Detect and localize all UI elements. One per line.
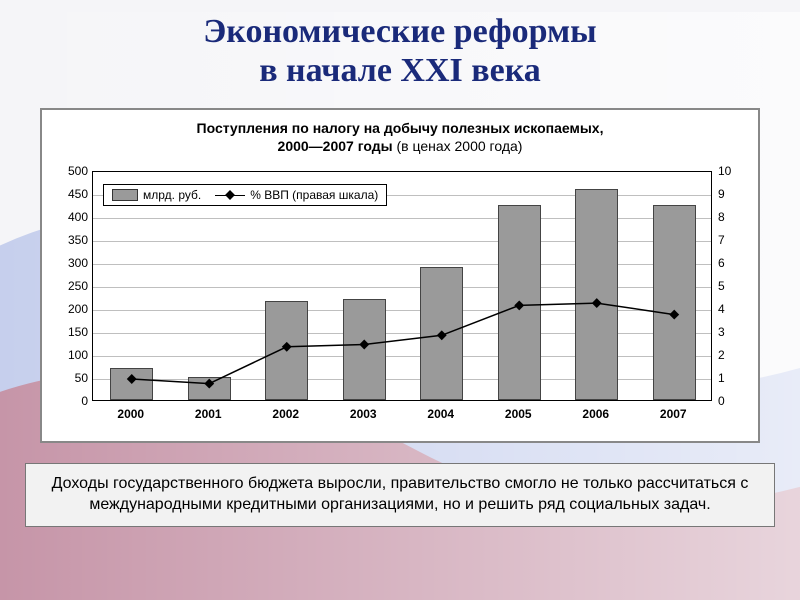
xtick: 2006 bbox=[582, 407, 609, 421]
plot-area: млрд. руб. % ВВП (правая шкала) bbox=[92, 171, 712, 401]
ytick-right: 10 bbox=[718, 164, 731, 178]
legend: млрд. руб. % ВВП (правая шкала) bbox=[103, 184, 387, 206]
ytick-left: 450 bbox=[62, 187, 88, 201]
ytick-right: 5 bbox=[718, 279, 725, 293]
line-series bbox=[93, 172, 713, 402]
legend-bar-label: млрд. руб. bbox=[143, 188, 201, 202]
chart-frame: Поступления по налогу на добычу полезных… bbox=[40, 108, 760, 443]
ytick-left: 0 bbox=[62, 394, 88, 408]
xtick: 2001 bbox=[195, 407, 222, 421]
chart-title-main: Поступления по налогу на добычу полезных… bbox=[197, 120, 604, 136]
xtick: 2000 bbox=[117, 407, 144, 421]
slide-title: Экономические реформы в начале XXI века bbox=[0, 12, 800, 90]
slide-title-line2: в начале XXI века bbox=[0, 51, 800, 90]
xtick: 2004 bbox=[427, 407, 454, 421]
ytick-right: 2 bbox=[718, 348, 725, 362]
ytick-right: 7 bbox=[718, 233, 725, 247]
ytick-right: 4 bbox=[718, 302, 725, 316]
xtick: 2003 bbox=[350, 407, 377, 421]
ytick-left: 300 bbox=[62, 256, 88, 270]
xtick: 2002 bbox=[272, 407, 299, 421]
chart-area: млрд. руб.% ВВП (правая шкала)0501001502… bbox=[52, 163, 748, 433]
chart-title: Поступления по налогу на добычу полезных… bbox=[52, 120, 748, 155]
ytick-left: 350 bbox=[62, 233, 88, 247]
chart-title-sub: (в ценах 2000 года) bbox=[396, 138, 522, 154]
ytick-right: 8 bbox=[718, 210, 725, 224]
ytick-left: 400 bbox=[62, 210, 88, 224]
ytick-right: 3 bbox=[718, 325, 725, 339]
caption-box: Доходы государственного бюджета выросли,… bbox=[25, 463, 775, 527]
slide-title-line1: Экономические реформы bbox=[0, 12, 800, 51]
ytick-right: 0 bbox=[718, 394, 725, 408]
ytick-right: 1 bbox=[718, 371, 725, 385]
caption-text: Доходы государственного бюджета выросли,… bbox=[52, 475, 749, 513]
ytick-left: 100 bbox=[62, 348, 88, 362]
ytick-left: 200 bbox=[62, 302, 88, 316]
legend-item-line: % ВВП (правая шкала) bbox=[215, 188, 378, 202]
legend-item-bars: млрд. руб. bbox=[112, 188, 201, 202]
ytick-left: 500 bbox=[62, 164, 88, 178]
ytick-left: 50 bbox=[62, 371, 88, 385]
ytick-left: 150 bbox=[62, 325, 88, 339]
chart-title-years: 2000—2007 годы bbox=[278, 138, 393, 154]
xtick: 2007 bbox=[660, 407, 687, 421]
ytick-right: 6 bbox=[718, 256, 725, 270]
ytick-left: 250 bbox=[62, 279, 88, 293]
ytick-right: 9 bbox=[718, 187, 725, 201]
xtick: 2005 bbox=[505, 407, 532, 421]
legend-line-icon bbox=[215, 189, 245, 201]
legend-swatch-icon bbox=[112, 189, 138, 201]
legend-line-label: % ВВП (правая шкала) bbox=[250, 188, 378, 202]
